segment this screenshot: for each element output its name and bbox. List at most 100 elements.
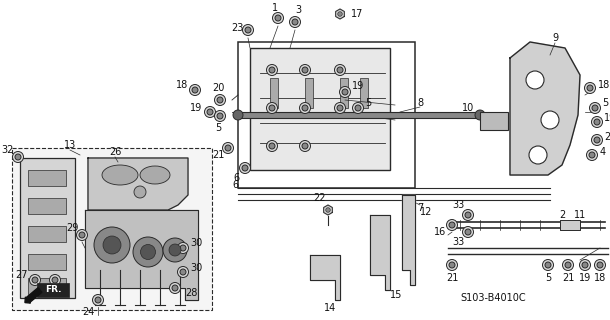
Circle shape bbox=[353, 102, 364, 114]
Text: 24: 24 bbox=[82, 307, 94, 317]
Bar bbox=[305, 78, 313, 108]
Bar bbox=[560, 220, 580, 230]
Polygon shape bbox=[310, 255, 340, 300]
Circle shape bbox=[300, 65, 310, 76]
Text: 2: 2 bbox=[559, 210, 565, 220]
Circle shape bbox=[462, 227, 473, 237]
Circle shape bbox=[29, 275, 40, 285]
Circle shape bbox=[178, 243, 188, 253]
Text: 5: 5 bbox=[365, 98, 371, 108]
Circle shape bbox=[32, 277, 38, 283]
Circle shape bbox=[95, 297, 101, 303]
Text: FR.: FR. bbox=[45, 285, 61, 294]
Circle shape bbox=[192, 87, 198, 93]
Bar bbox=[340, 78, 348, 108]
Circle shape bbox=[190, 84, 201, 95]
Text: 19: 19 bbox=[190, 103, 202, 113]
Circle shape bbox=[465, 229, 471, 235]
Text: 13: 13 bbox=[64, 140, 76, 150]
Circle shape bbox=[290, 17, 301, 28]
Circle shape bbox=[526, 71, 544, 89]
Circle shape bbox=[565, 262, 571, 268]
Text: 6: 6 bbox=[232, 180, 238, 190]
Circle shape bbox=[562, 260, 573, 270]
Circle shape bbox=[475, 110, 485, 120]
Text: 19: 19 bbox=[604, 113, 610, 123]
Bar bbox=[20, 158, 75, 298]
Bar bbox=[28, 170, 66, 186]
Text: 32: 32 bbox=[2, 145, 14, 155]
Circle shape bbox=[594, 137, 600, 143]
Circle shape bbox=[337, 67, 343, 73]
Circle shape bbox=[302, 105, 308, 111]
Polygon shape bbox=[402, 195, 415, 285]
Text: 1: 1 bbox=[272, 3, 278, 13]
Text: 22: 22 bbox=[314, 193, 326, 203]
Circle shape bbox=[207, 109, 213, 115]
Text: 18: 18 bbox=[176, 80, 188, 90]
Text: 18: 18 bbox=[598, 80, 610, 90]
Text: 10: 10 bbox=[462, 103, 474, 113]
Circle shape bbox=[595, 260, 606, 270]
Circle shape bbox=[586, 149, 598, 161]
Circle shape bbox=[225, 145, 231, 151]
Polygon shape bbox=[324, 205, 332, 215]
Circle shape bbox=[170, 283, 181, 293]
Polygon shape bbox=[510, 42, 580, 175]
Text: 5: 5 bbox=[602, 98, 608, 108]
Circle shape bbox=[462, 210, 473, 220]
Bar bbox=[37, 283, 69, 297]
Text: 29: 29 bbox=[66, 223, 78, 233]
Circle shape bbox=[223, 142, 234, 154]
Text: 7: 7 bbox=[417, 203, 423, 213]
Circle shape bbox=[245, 27, 251, 33]
Circle shape bbox=[465, 212, 471, 218]
Text: 16: 16 bbox=[434, 227, 446, 237]
Text: 3: 3 bbox=[295, 5, 301, 15]
Circle shape bbox=[300, 102, 310, 114]
Circle shape bbox=[15, 154, 21, 160]
Text: 4: 4 bbox=[600, 147, 606, 157]
Bar bbox=[28, 254, 66, 270]
Text: 17: 17 bbox=[351, 9, 364, 19]
Circle shape bbox=[300, 140, 310, 151]
Circle shape bbox=[589, 102, 600, 114]
Text: 21: 21 bbox=[212, 150, 224, 160]
Text: 6: 6 bbox=[233, 173, 239, 183]
Text: 33: 33 bbox=[452, 237, 464, 247]
Circle shape bbox=[545, 262, 551, 268]
Ellipse shape bbox=[140, 166, 170, 184]
Circle shape bbox=[267, 140, 278, 151]
Circle shape bbox=[49, 275, 60, 285]
Circle shape bbox=[217, 113, 223, 119]
Circle shape bbox=[302, 67, 308, 73]
Circle shape bbox=[447, 260, 458, 270]
Text: 19: 19 bbox=[352, 81, 364, 91]
Text: 21: 21 bbox=[562, 273, 574, 283]
Circle shape bbox=[334, 102, 345, 114]
Text: 25: 25 bbox=[49, 287, 61, 297]
Circle shape bbox=[580, 260, 590, 270]
Text: 19: 19 bbox=[579, 273, 591, 283]
Text: 11: 11 bbox=[574, 210, 586, 220]
Bar bbox=[480, 112, 508, 130]
Circle shape bbox=[334, 65, 345, 76]
Circle shape bbox=[140, 244, 156, 260]
Bar bbox=[360, 78, 368, 108]
Circle shape bbox=[217, 97, 223, 103]
Text: 33: 33 bbox=[452, 200, 464, 210]
FancyArrow shape bbox=[25, 288, 42, 303]
Text: 23: 23 bbox=[231, 23, 243, 33]
Circle shape bbox=[269, 105, 275, 111]
Circle shape bbox=[243, 25, 254, 36]
Text: 15: 15 bbox=[390, 290, 403, 300]
Circle shape bbox=[94, 227, 130, 263]
Circle shape bbox=[542, 260, 553, 270]
Text: 28: 28 bbox=[185, 288, 198, 298]
Bar bbox=[28, 226, 66, 242]
Circle shape bbox=[447, 220, 458, 230]
Circle shape bbox=[541, 111, 559, 129]
Circle shape bbox=[93, 294, 104, 306]
Bar bbox=[238, 42, 415, 188]
Text: 12: 12 bbox=[420, 207, 432, 217]
